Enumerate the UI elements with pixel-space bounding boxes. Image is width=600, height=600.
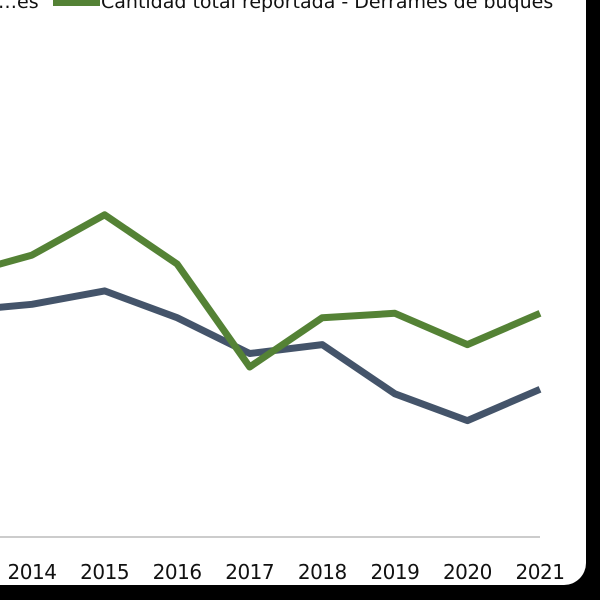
series-line-2: [0, 211, 542, 371]
chart-card: …es Cantidad total reportada - Derrames …: [0, 0, 586, 585]
line-chart: …es Cantidad total reportada - Derrames …: [0, 0, 565, 584]
x-tick-label-2019: 2019: [370, 560, 419, 584]
legend-entry-series-2: Cantidad total reportada - Derrames de b…: [101, 0, 553, 13]
legend-entry-series-1: …es: [0, 0, 39, 13]
x-tick-label-2016: 2016: [153, 560, 202, 584]
legend-swatch-series-2: [53, 0, 100, 6]
x-tick-label-2017: 2017: [225, 560, 274, 584]
x-tick-label-2015: 2015: [80, 560, 129, 584]
x-tick-label-2020: 2020: [443, 560, 492, 584]
x-axis-ticks: 2014 2015 2016 2017 2018 2019 2020 2021: [8, 560, 565, 584]
x-tick-label-2021: 2021: [516, 560, 565, 584]
x-tick-label-2014: 2014: [8, 560, 57, 584]
series-layer: [0, 211, 542, 425]
x-tick-label-2018: 2018: [298, 560, 347, 584]
legend: …es Cantidad total reportada - Derrames …: [0, 0, 553, 13]
